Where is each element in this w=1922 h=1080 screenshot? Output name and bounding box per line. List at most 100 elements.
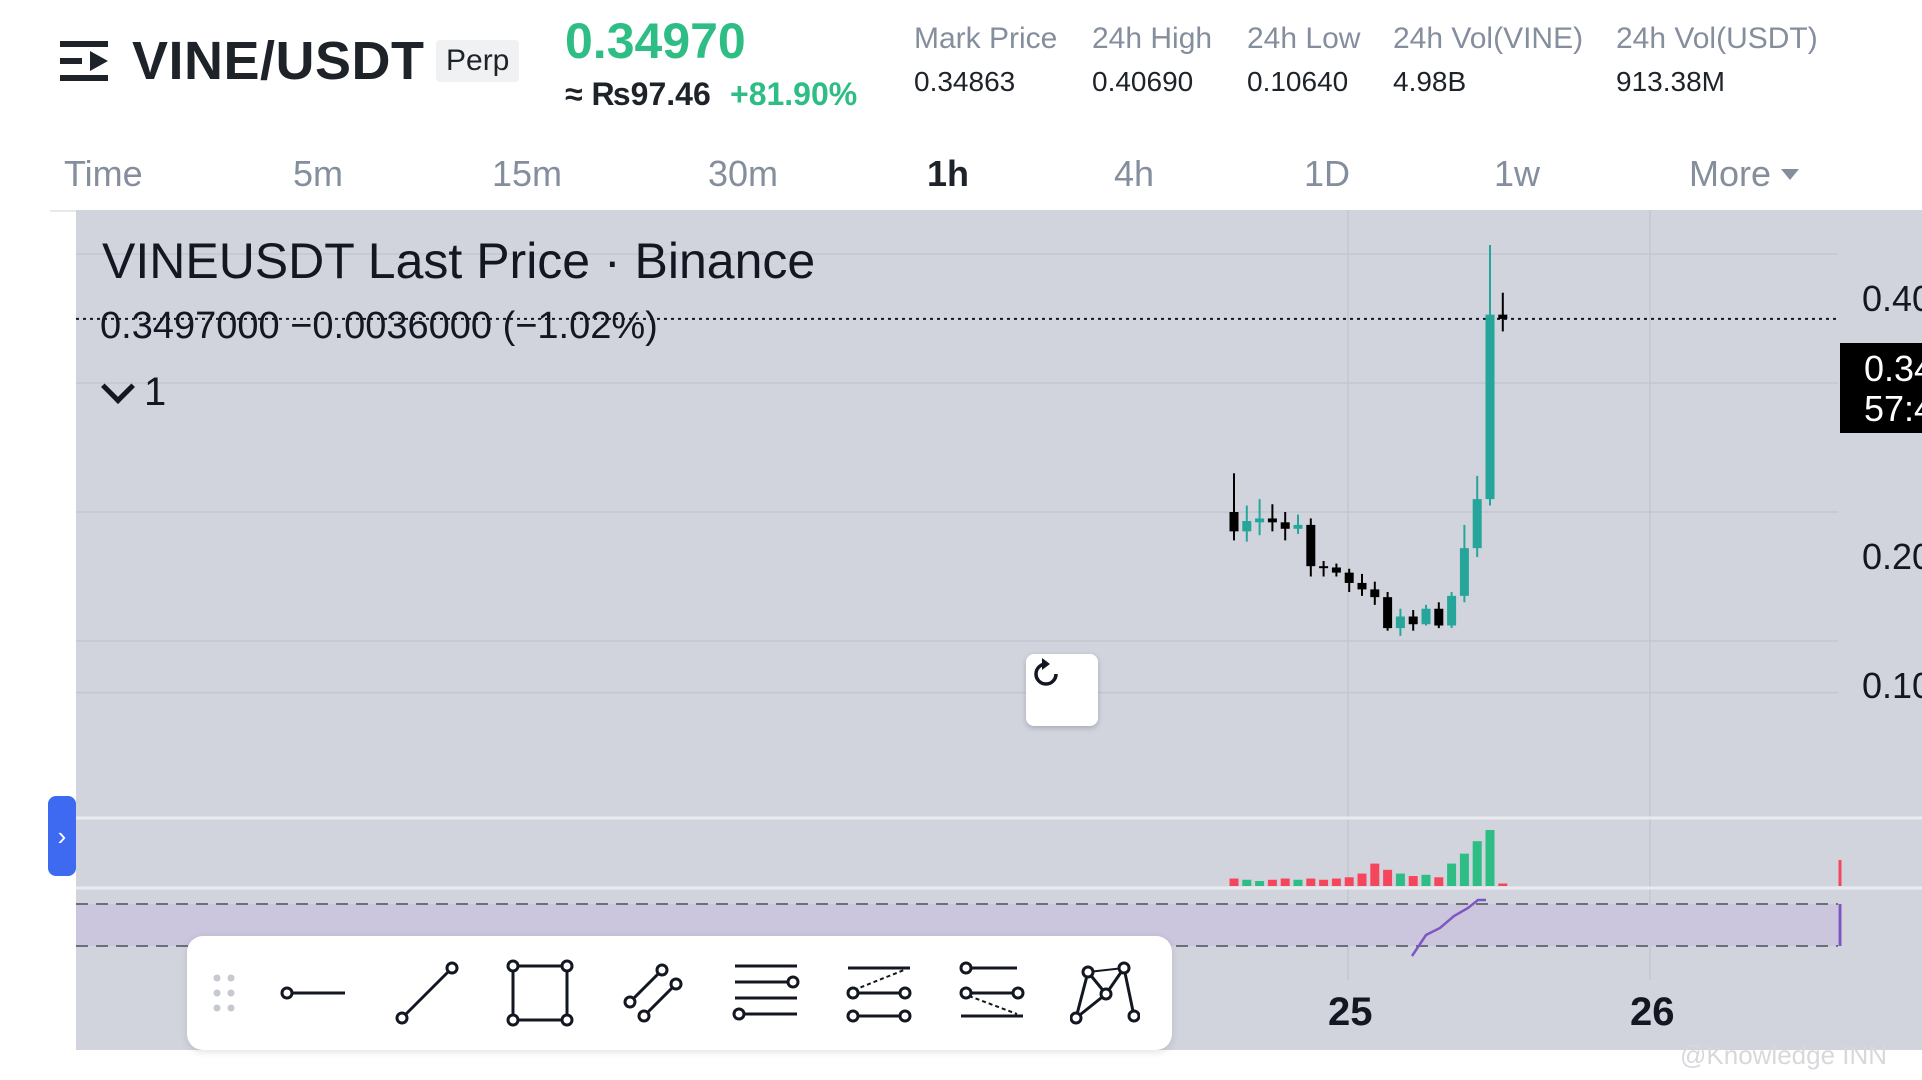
candle-body [1498,314,1508,319]
volume-bar [1255,881,1265,886]
candle-body [1344,572,1354,583]
candle-body [1485,314,1495,500]
volume-bar [1280,878,1290,886]
volume-bar [1229,878,1239,886]
interval-tabs: Time 5m 15m 30m 1h 4h 1D 1w More [0,145,1922,207]
chart-legend-title: VINEUSDT Last Price · Binance [102,233,816,289]
reset-chart-button[interactable] [1026,654,1098,726]
candle-body [1319,566,1329,569]
y-axis-tick-label: 0.40 [1862,278,1922,319]
fib-channel-tool-icon[interactable] [957,958,1027,1028]
xabcd-pattern-tool-icon[interactable] [1070,958,1140,1028]
tab-1w[interactable]: 1w [1494,153,1541,194]
stat-value: 0.40690 [1092,66,1194,97]
candle-body [1434,608,1444,626]
volume-bar [1357,873,1367,886]
candle-body [1229,512,1239,532]
tab-4h[interactable]: 4h [1114,153,1155,194]
candle-body [1383,597,1393,629]
current-price-label: 0.34 57:4 [1840,343,1922,433]
candle-countdown: 57:4 [1864,388,1922,429]
tab-more[interactable]: More [1689,153,1800,195]
horizontal-ray-tool-icon[interactable] [279,958,349,1028]
more-label: More [1689,153,1772,194]
candle-body [1242,521,1252,532]
stat-24h-vol-quote: 24h Vol(USDT) 913.38M [1616,22,1818,98]
stat-label: Mark Price [914,22,1058,55]
candle-body [1395,616,1405,629]
drag-handle-icon[interactable] [205,958,245,1028]
volume-bar [1293,879,1303,886]
tab-1d[interactable]: 1D [1304,153,1351,194]
volume-bar [1331,878,1341,886]
candle-body [1370,589,1380,598]
volume-bar [1267,879,1277,886]
stat-label: 24h Vol(USDT) [1616,22,1818,55]
volume-bar [1459,853,1469,886]
candle-body [1331,567,1341,573]
drawing-toolbar [187,936,1172,1050]
caret-down-icon [1781,169,1800,180]
candle-body [1472,499,1482,549]
x-axis-tick-label: 26 [1630,990,1675,1034]
volume-bar [1306,878,1316,886]
tab-30m[interactable]: 30m [708,153,779,194]
volume-bar [1485,830,1495,886]
candle-body [1459,548,1469,596]
price-change-percent: +81.90% [730,76,858,112]
watermark: @Knowledge INN [1680,1040,1888,1070]
stat-value: 0.10640 [1247,66,1349,97]
parallel-channel-tool-icon[interactable] [618,958,688,1028]
volume-bar [1242,879,1252,886]
current-price-value: 0.34 [1864,348,1922,389]
stat-24h-high: 24h High 0.40690 [1092,22,1212,98]
tab-5m[interactable]: 5m [293,153,344,194]
contract-type-badge: Perp [436,40,520,82]
y-axis-tick-label: 0.10 [1862,665,1922,706]
stat-label: 24h High [1092,22,1213,55]
refresh-icon [1034,658,1058,686]
rsi-line [1410,898,1486,957]
fib-retracement-tool-icon[interactable] [731,958,801,1028]
price-chart[interactable]: VINEUSDT Last Price · Binance 0.3497000 … [76,210,1922,1050]
market-header: VINE/USDT Perp 0.34970 ≈ ₨97.46 +81.90% … [0,0,1922,140]
volume-bar [1472,841,1482,886]
chart-legend-values: 0.3497000 −0.0036000 (−1.02%) [100,305,658,347]
tab-time[interactable]: Time [64,153,143,194]
candle-body [1306,524,1316,567]
volume-bar [1344,877,1354,886]
stat-24h-low: 24h Low 0.10640 [1247,22,1360,98]
trend-line-tool-icon[interactable] [392,958,462,1028]
fiat-price: ≈ ₨97.46 [565,76,711,112]
stat-value: 4.98B [1393,66,1467,97]
volume-bar [1370,863,1380,886]
fib-extension-tool-icon[interactable] [844,958,914,1028]
indicator-count: 1 [144,370,167,414]
stat-value: 913.38M [1616,66,1725,97]
volume-bar [1319,879,1329,886]
tab-1h[interactable]: 1h [927,153,970,194]
candle-body [1408,616,1418,625]
stat-24h-vol-base: 24h Vol(VINE) 4.98B [1393,22,1583,98]
expand-sidebar-tab[interactable]: › [48,796,76,876]
volume-bar [1421,874,1431,886]
chevron-right-icon: › [57,820,67,851]
candle-body [1255,518,1265,523]
stat-label: 24h Low [1247,22,1361,55]
candle-body [1447,595,1457,626]
candle-body [1357,582,1367,590]
divider [50,210,80,212]
candle-body [1267,518,1277,523]
rectangle-tool-icon[interactable] [505,958,575,1028]
last-price: 0.34970 [565,13,746,69]
candle-body [1421,608,1431,625]
indicator-collapse-toggle[interactable]: 1 [101,369,167,415]
y-axis-tick-label: 0.20 [1862,536,1922,577]
tab-15m[interactable]: 15m [492,153,563,194]
stat-value: 0.34863 [914,66,1016,97]
volume-bar [1447,863,1457,886]
menu-icon[interactable] [60,37,110,85]
trading-pair[interactable]: VINE/USDT [132,31,425,91]
stat-label: 24h Vol(VINE) [1393,22,1584,55]
volume-bar [1395,873,1405,886]
